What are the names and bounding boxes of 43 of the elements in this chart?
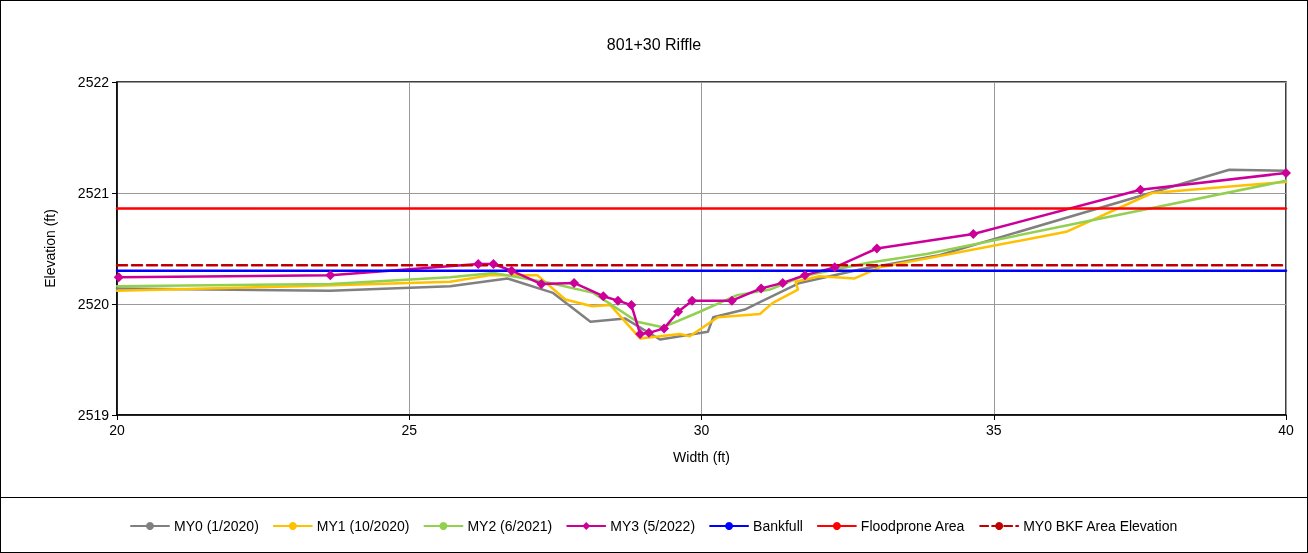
point: [756, 283, 767, 294]
point: [1281, 168, 1291, 179]
y-tick-label: 2520: [77, 296, 110, 312]
legend-label: MY0 BKF Area Elevation: [1023, 518, 1178, 534]
point: [829, 262, 840, 273]
point: [473, 259, 484, 270]
x-tick-label: 35: [985, 422, 1002, 438]
legend-label: MY3 (5/2022): [610, 518, 696, 534]
point: [488, 259, 499, 270]
point: [635, 328, 646, 339]
point: [673, 306, 684, 317]
point: [536, 279, 547, 290]
x-tick-label: 20: [109, 422, 125, 438]
legend-label: MY2 (6/2021): [467, 518, 553, 534]
point: [325, 270, 336, 281]
point: [799, 270, 810, 281]
point: [968, 229, 979, 240]
point: [726, 295, 737, 306]
point: [687, 295, 698, 306]
point: [598, 291, 609, 302]
chart-title: 801+30 Riffle: [606, 35, 702, 53]
y-tick-label: 2522: [77, 74, 110, 90]
point: [113, 272, 124, 283]
legend-label: Bankfull: [753, 518, 803, 534]
point: [612, 295, 623, 306]
point: [659, 323, 670, 334]
legend-label: Floodprone Area: [860, 518, 965, 534]
point: [643, 327, 654, 338]
point: [777, 277, 788, 288]
x-tick-label: 25: [401, 422, 418, 438]
point: [871, 243, 882, 254]
legend-label: MY0 (1/2020): [173, 518, 259, 534]
point: [626, 300, 637, 311]
y-axis-title: Elevation (ft): [42, 209, 58, 288]
x-tick-label: 40: [1278, 422, 1294, 438]
point: [506, 265, 517, 276]
y-tick-label: 2519: [77, 407, 110, 423]
x-tick-label: 30: [693, 422, 710, 438]
y-tick-label: 2521: [77, 185, 110, 201]
point: [1135, 184, 1146, 195]
point: [569, 277, 580, 288]
legend-label: MY1 (10/2020): [316, 518, 410, 534]
x-axis-title: Width (ft): [673, 449, 730, 465]
